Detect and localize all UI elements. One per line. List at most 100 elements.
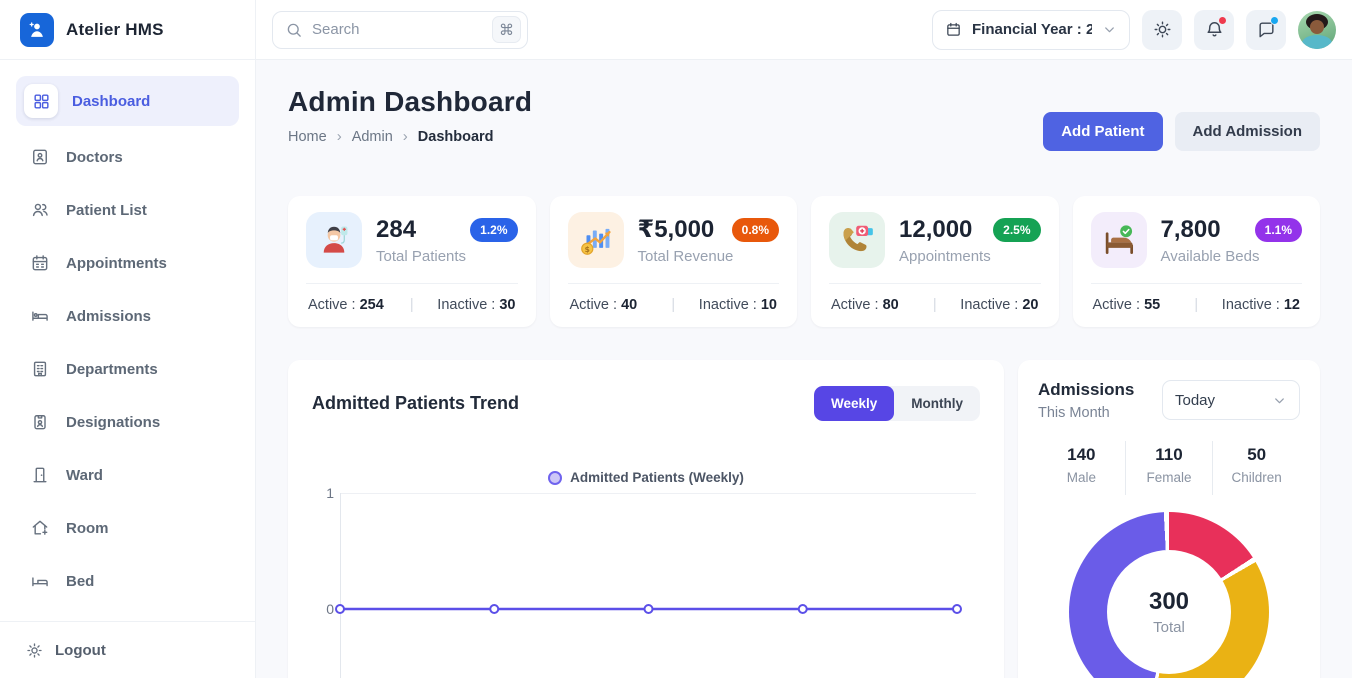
financial-year-select[interactable]: Financial Year : 202 [932,9,1130,50]
toggle-weekly[interactable]: Weekly [813,385,895,421]
stat-value: 12,000 [899,215,973,243]
search-input[interactable] [312,21,483,38]
add-admission-button[interactable]: Add Admission [1174,112,1320,151]
stat-active-inactive: Active : 55 | Inactive : 12 [1092,297,1301,313]
y-axis-line [340,493,341,678]
donut-chart-wrap: 300 Total [1038,512,1300,678]
sidebar-item-label: Ward [66,466,103,484]
breadcrumb: Home › Admin › Dashboard [288,128,532,145]
legend-marker-icon [548,470,563,485]
main-area: ⌘ Financial Year : 202 [256,0,1352,678]
brand-name: Atelier HMS [66,19,164,39]
sidebar-item-label: Designations [66,413,161,431]
trend-period-toggle: Weekly Monthly [813,385,980,421]
bed-check-icon [1090,212,1147,268]
user-avatar[interactable] [1298,10,1336,49]
topbar-actions: Financial Year : 202 [932,9,1336,50]
sidebar-item-ward[interactable]: Ward [16,453,239,497]
breadcrumb-home[interactable]: Home [288,128,327,145]
messages-button[interactable] [1246,9,1286,50]
content: Admin Dashboard Home › Admin › Dashboard… [256,60,1352,678]
doctor-badge-icon [28,145,52,169]
trend-panel-title: Admitted Patients Trend [312,392,520,413]
admissions-stat-male: 140 Male [1066,445,1096,485]
sidebar-item-label: Patient List [66,201,147,219]
brand-logo-icon [20,12,54,47]
stat-active-inactive: Active : 40 | Inactive : 10 [569,297,778,313]
admissions-title: Admissions [1038,380,1135,399]
sidebar-nav: Dashboard Doctors Patien [0,60,255,621]
gear-icon [24,640,44,660]
sidebar-item-appointments[interactable]: Appointments [16,241,239,285]
stat-value: 284 [376,215,417,243]
sidebar-item-doctors[interactable]: Doctors [16,135,239,179]
breadcrumb-current: Dashboard [417,128,494,145]
sidebar-item-bed[interactable]: Bed [16,559,239,603]
search-box[interactable]: ⌘ [272,10,528,49]
y-axis-tick: 0 [326,601,334,617]
sidebar-item-room[interactable]: Room [16,506,239,550]
stat-label: Total Patients [376,247,467,265]
bed-icon [28,569,52,593]
stat-label: Available Beds [1160,247,1260,265]
page-title: Admin Dashboard [288,86,533,117]
breadcrumb-separator: › [402,128,408,145]
sidebar-item-label: Dashboard [72,92,151,110]
title-row: Admin Dashboard Home › Admin › Dashboard… [288,86,1320,151]
stat-active-inactive: Active : 80 | Inactive : 20 [831,297,1039,313]
theme-toggle-button[interactable] [1142,9,1182,50]
sidebar-item-label: Bed [66,572,95,590]
sidebar-item-departments[interactable]: Departments [16,347,239,391]
sidebar-item-admissions[interactable]: Admissions [16,294,239,338]
logout-label: Logout [55,641,106,659]
stat-card-appointments: 12,000 Appointments 2.5% Active : 80 | I… [811,196,1059,327]
sidebar-item-label: Appointments [66,254,167,272]
donut-total-label: Total [1153,619,1185,636]
appointments-call-icon [829,212,885,268]
admissions-donut-chart: 300 Total [1069,512,1269,678]
patients-people-icon [28,198,52,222]
stat-value: 7,800 [1160,215,1221,243]
stat-label: Appointments [899,247,991,265]
admissions-stat-children: 50 Children [1212,441,1300,495]
stat-card-total-revenue: $ ₹5,000 Total Revenue 0.8% Active : 40 … [549,196,797,327]
stat-value: ₹5,000 [637,216,715,243]
add-patient-button[interactable]: Add Patient [1043,112,1163,151]
chart-legend: Admitted Patients (Weekly) [312,470,980,485]
dashboard-grid-icon [24,84,58,118]
select-value: Today [1175,391,1216,409]
notifications-button[interactable] [1194,9,1234,50]
toggle-monthly[interactable]: Monthly [894,386,980,421]
stat-badge: 2.5% [993,218,1041,242]
sidebar-item-patient-list[interactable]: Patient List [16,188,239,232]
patient-icon [306,212,362,268]
panels-row: Admitted Patients Trend Weekly Monthly A… [288,360,1320,678]
door-icon [28,463,52,487]
sun-icon [1154,21,1170,38]
legend-label: Admitted Patients (Weekly) [570,470,744,485]
donut-total-value: 300 [1148,588,1190,615]
chevron-down-icon [1105,27,1114,33]
sidebar-item-label: Doctors [66,148,123,166]
financial-year-value: Financial Year : 202 [972,21,1092,38]
stats-grid: 284 Total Patients 1.2% Active : 254 | I… [288,196,1320,327]
admissions-period-select[interactable]: Today [1162,380,1300,420]
home-plus-icon [28,516,52,540]
admissions-stat-female: 110 Female [1124,441,1213,495]
notification-dot [1218,15,1227,25]
stat-badge: 1.2% [470,218,518,242]
building-icon [28,357,52,381]
line-chart-plot: 1 0 [312,485,980,678]
admissions-subtitle: This Month [1038,405,1110,421]
stat-card-available-beds: 7,800 Available Beds 1.1% Active : 55 | … [1072,196,1320,327]
breadcrumb-separator: › [336,128,342,145]
logout-button[interactable]: Logout [0,621,255,678]
admissions-panel: Admissions This Month Today 140 [1018,360,1320,678]
command-key-badge: ⌘ [492,16,521,43]
stat-card-total-patients: 284 Total Patients 1.2% Active : 254 | I… [288,196,536,327]
breadcrumb-admin[interactable]: Admin [351,128,393,145]
calendar-icon [28,251,52,275]
sidebar-item-dashboard[interactable]: Dashboard [16,76,239,126]
sidebar-item-designations[interactable]: Designations [16,400,239,444]
title-actions: Add Patient Add Admission [1043,112,1320,151]
